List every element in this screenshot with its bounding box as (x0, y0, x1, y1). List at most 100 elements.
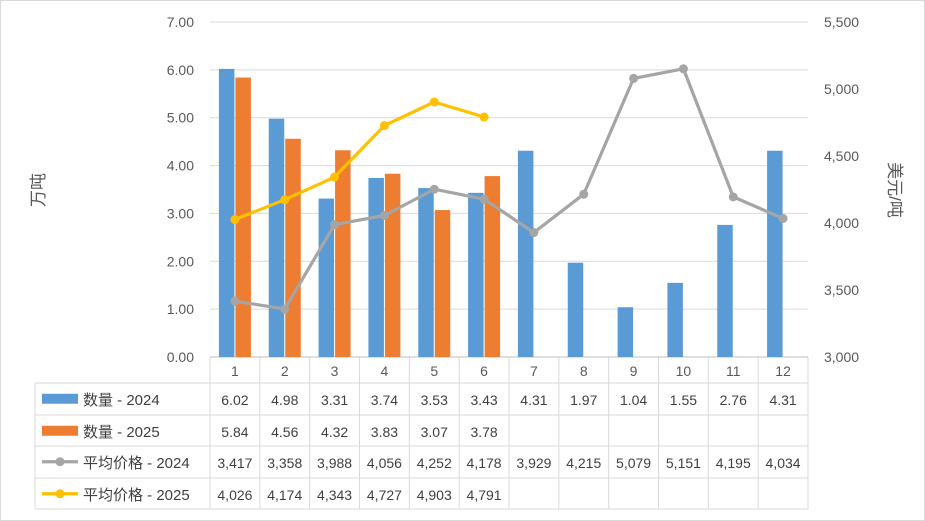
y-right-axis-label: 美元/吨 (885, 162, 904, 218)
x-tick-label: 12 (775, 363, 791, 379)
x-tick-label: 9 (630, 363, 638, 379)
data-label: 4,903 (417, 487, 452, 503)
legend-key-bar (42, 425, 78, 436)
data-label: 4,727 (367, 487, 402, 503)
line-point (379, 121, 389, 131)
bar-数量-2024-10 (667, 282, 683, 357)
x-tick-label: 7 (530, 363, 538, 379)
data-label: 5.84 (221, 424, 248, 440)
y-left-tick-label: 5.00 (167, 110, 194, 126)
line-point (529, 228, 539, 238)
bar-数量-2024-5 (418, 188, 434, 357)
bar-数量-2024-12 (767, 150, 783, 357)
data-label: 2.76 (720, 392, 747, 408)
legend-label: 平均价格 - 2024 (83, 455, 190, 472)
data-label: 6.02 (221, 392, 248, 408)
line-point (429, 184, 439, 194)
bar-数量-2024-9 (617, 307, 634, 357)
line-point (280, 304, 290, 314)
x-tick-label: 1 (231, 363, 239, 379)
line-point (629, 73, 639, 83)
data-label: 3,988 (317, 455, 352, 471)
x-tick-label: 4 (381, 363, 389, 379)
line-point (778, 213, 788, 223)
x-tick-label: 5 (430, 363, 438, 379)
y-left-tick-label: 1.00 (167, 301, 194, 317)
line-point (479, 112, 489, 122)
data-label: 4,174 (267, 487, 302, 503)
line-point (330, 220, 340, 230)
data-label: 4,195 (716, 455, 751, 471)
legend-key-bar (42, 393, 78, 404)
y-left-tick-label: 0.00 (167, 349, 194, 365)
data-label: 3,417 (217, 455, 252, 471)
data-label: 4,026 (217, 487, 252, 503)
x-tick-label: 8 (580, 363, 588, 379)
data-label: 1.97 (570, 392, 597, 408)
series-line (234, 67, 784, 311)
y-right-tick-label: 3,500 (824, 282, 859, 298)
data-label: 3.83 (371, 424, 398, 440)
data-label: 3.78 (470, 424, 497, 440)
y-left-tick-label: 4.00 (167, 158, 194, 174)
data-label: 4,056 (367, 455, 402, 471)
line-point (280, 195, 290, 205)
x-tick-label: 11 (726, 363, 741, 379)
y-left-tick-label: 3.00 (167, 205, 194, 221)
bar-数量-2025-4 (384, 173, 401, 357)
data-label: 4,343 (317, 487, 352, 503)
data-label: 4,034 (766, 455, 801, 471)
data-label: 1.55 (670, 392, 697, 408)
bar-数量-2024-7 (517, 150, 534, 357)
y-left-tick-label: 7.00 (167, 14, 194, 30)
y-left-axis-label: 万吨 (29, 173, 48, 207)
bar-数量-2024-11 (717, 224, 733, 357)
data-label: 4,252 (417, 455, 452, 471)
line-point (678, 64, 688, 74)
x-tick-label: 10 (676, 363, 692, 379)
line-point (379, 210, 389, 220)
bar-数量-2024-2 (268, 118, 285, 358)
y-left-tick-label: 2.00 (167, 253, 194, 269)
data-label: 5,079 (616, 455, 651, 471)
x-tick-label: 3 (331, 363, 339, 379)
legend-key-marker (55, 457, 65, 467)
y-right-tick-label: 5,500 (824, 14, 859, 30)
bar-数量-2024-4 (368, 178, 384, 357)
data-label: 3.74 (371, 392, 398, 408)
data-label: 4,215 (566, 455, 601, 471)
y-right-tick-label: 3,000 (824, 349, 859, 365)
data-label: 4.31 (769, 392, 796, 408)
data-label: 3,358 (267, 455, 302, 471)
line-point (728, 192, 738, 202)
data-label: 4.32 (321, 424, 348, 440)
bar-数量-2025-3 (335, 150, 351, 357)
line-point (330, 172, 340, 182)
data-label: 4.31 (520, 392, 547, 408)
bar-数量-2025-2 (285, 138, 301, 357)
x-tick-label: 6 (480, 363, 488, 379)
line-point (429, 97, 439, 107)
data-label: 5,151 (666, 455, 701, 471)
y-right-tick-label: 5,000 (824, 81, 859, 97)
bar-数量-2024-8 (567, 262, 584, 357)
data-label: 3.31 (321, 392, 348, 408)
bar-数量-2025-5 (434, 210, 451, 357)
bar-数量-2024-3 (318, 198, 335, 357)
series-line (234, 100, 485, 222)
y-right-tick-label: 4,500 (824, 148, 859, 164)
legend-label: 数量 - 2024 (83, 392, 160, 409)
data-label: 4.98 (271, 392, 298, 408)
data-label: 3.43 (470, 392, 497, 408)
legend-label: 数量 - 2025 (83, 424, 160, 441)
legend-key-marker (55, 489, 65, 499)
data-label: 3.53 (421, 392, 448, 408)
data-label: 3,929 (516, 455, 551, 471)
data-label: 1.04 (620, 392, 647, 408)
bar-数量-2024-6 (468, 192, 484, 357)
data-label: 4,178 (467, 455, 502, 471)
data-label: 3.07 (421, 424, 448, 440)
